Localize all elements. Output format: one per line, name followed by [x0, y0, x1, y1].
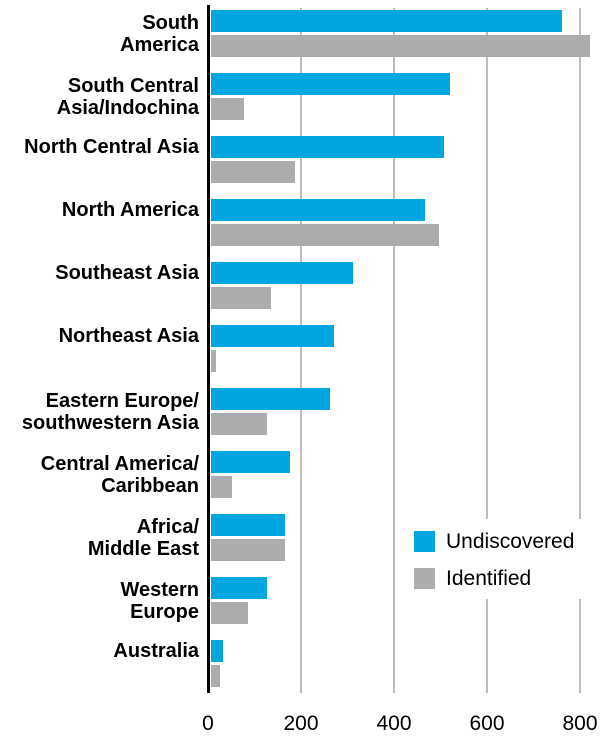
legend-item-identified: Identified: [414, 568, 596, 589]
bar-undiscovered: [211, 199, 425, 221]
category-label: South America: [120, 11, 199, 56]
category-label: Africa/ Middle East: [87, 515, 199, 560]
bar-undiscovered: [211, 640, 223, 662]
bar-identified: [211, 161, 295, 183]
gridline-600: [486, 8, 488, 693]
legend: Undiscovered Identified: [402, 519, 596, 599]
bar-identified: [211, 35, 590, 57]
x-tick-label-400: 400: [376, 712, 412, 735]
x-tick-label-800: 800: [562, 712, 598, 735]
category-row: Western Europe: [0, 577, 600, 640]
category-row: South Central Asia/Indochina: [0, 73, 600, 136]
legend-label-undiscovered: Undiscovered: [446, 530, 575, 553]
category-label: North Central Asia: [24, 136, 199, 158]
category-label: Northeast Asia: [58, 325, 199, 347]
bar-undiscovered: [211, 73, 450, 95]
category-row: South America: [0, 10, 600, 73]
category-row: Australia: [0, 640, 600, 703]
category-label: South Central Asia/Indochina: [56, 74, 199, 119]
bar-identified: [211, 287, 271, 309]
x-tick-label-600: 600: [469, 712, 505, 735]
category-row: Central America/ Caribbean: [0, 451, 600, 514]
x-tick-label-200: 200: [283, 712, 319, 735]
bar-identified: [211, 476, 232, 498]
bar-identified: [211, 665, 220, 687]
category-row: North America: [0, 199, 600, 262]
bar-undiscovered: [211, 136, 444, 158]
category-label: Western Europe: [120, 578, 199, 623]
bar-undiscovered: [211, 10, 562, 32]
y-axis-line: [207, 5, 210, 693]
category-label: Southeast Asia: [55, 262, 199, 284]
bar-undiscovered: [211, 388, 330, 410]
legend-swatch-identified-icon: [414, 568, 435, 589]
bar-undiscovered: [211, 262, 353, 284]
bar-identified: [211, 413, 267, 435]
category-row: North Central Asia: [0, 136, 600, 199]
bar-identified: [211, 224, 439, 246]
bar-undiscovered: [211, 514, 285, 536]
bar-undiscovered: [211, 325, 334, 347]
gridline-200: [300, 8, 302, 693]
category-row: Africa/ Middle East: [0, 514, 600, 577]
bar-identified: [211, 539, 285, 561]
legend-label-identified: Identified: [446, 567, 532, 590]
category-label: Central America/ Caribbean: [40, 452, 199, 497]
bar-identified: [211, 602, 248, 624]
gridline-800: [579, 8, 581, 693]
category-label: Eastern Europe/ southwestern Asia: [21, 389, 199, 434]
category-row: Northeast Asia: [0, 325, 600, 388]
legend-item-undiscovered: Undiscovered: [414, 531, 596, 552]
bar-undiscovered: [211, 577, 267, 599]
category-label: Australia: [113, 640, 199, 662]
x-tick-label-0: 0: [202, 712, 214, 735]
category-row: Eastern Europe/ southwestern Asia: [0, 388, 600, 451]
category-label: North America: [61, 199, 199, 221]
legend-swatch-undiscovered-icon: [414, 531, 435, 552]
bar-identified: [211, 98, 244, 120]
gridline-400: [393, 8, 395, 693]
bar-undiscovered: [211, 451, 290, 473]
category-row: Southeast Asia: [0, 262, 600, 325]
bar-identified: [211, 350, 216, 372]
